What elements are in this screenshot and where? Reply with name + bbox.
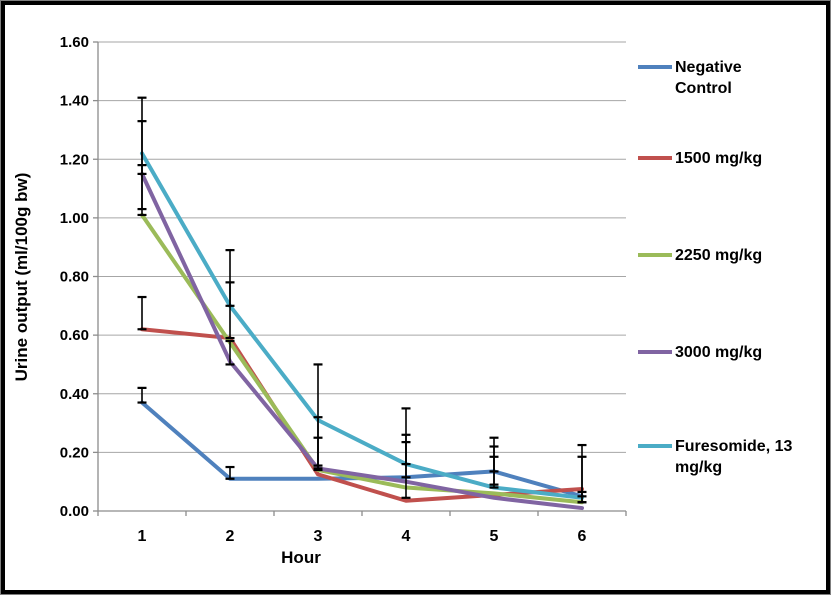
- x-tick-label: 1: [138, 528, 147, 545]
- y-tick-label: 1.60: [60, 34, 89, 51]
- x-tick-label: 3: [314, 528, 323, 545]
- series-line-furesomide-13-mg-kg: [140, 151, 584, 500]
- series-line-3000-mg-kg: [140, 171, 584, 511]
- legend-swatch-3000: [638, 350, 672, 354]
- series-line-2250-mg-kg: [140, 212, 584, 505]
- x-tick-label: 5: [490, 528, 499, 545]
- legend-swatch-2250: [638, 253, 672, 257]
- y-tick-label: 1.00: [60, 210, 89, 227]
- legend-item: 3000 mg/kg: [638, 342, 799, 363]
- chart-legend: Negative Control 1500 mg/kg 2250 mg/kg 3…: [638, 0, 826, 595]
- y-tick-label: 1.40: [60, 93, 89, 110]
- legend-swatch-negative-control: [638, 65, 672, 69]
- x-tick-label: 4: [402, 528, 411, 545]
- legend-swatch-furesomide: [638, 444, 672, 448]
- y-tick-label: 0.60: [60, 327, 89, 344]
- legend-label: 3000 mg/kg: [675, 344, 763, 361]
- y-axis-title: Urine output (ml/100g bw): [12, 173, 31, 382]
- y-tick-label: 1.20: [60, 151, 89, 168]
- y-tick-label: 0.00: [60, 503, 89, 520]
- y-tick-label: 0.80: [60, 269, 89, 286]
- legend-label: Negative Control: [675, 59, 742, 97]
- legend-item: Negative Control: [638, 57, 799, 99]
- x-axis-title: Hour: [281, 548, 321, 567]
- x-tick-label: 2: [226, 528, 235, 545]
- legend-item: Furesomide, 13 mg/kg: [638, 436, 799, 478]
- legend-item: 2250 mg/kg: [638, 245, 799, 266]
- x-tick-label: 6: [578, 528, 587, 545]
- legend-label: Furesomide, 13 mg/kg: [675, 438, 793, 476]
- y-tick-label: 0.40: [60, 386, 89, 403]
- y-tick-label: 0.20: [60, 444, 89, 461]
- legend-item: 1500 mg/kg: [638, 148, 799, 169]
- legend-swatch-1500: [638, 156, 672, 160]
- legend-label: 1500 mg/kg: [675, 150, 763, 167]
- legend-label: 2250 mg/kg: [675, 247, 763, 264]
